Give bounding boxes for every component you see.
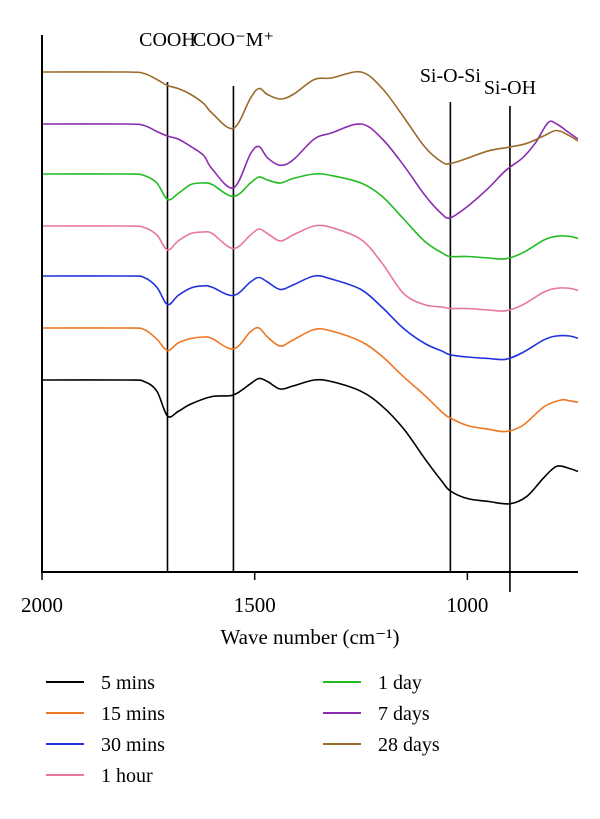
legend-label-30-mins: 30 mins xyxy=(101,734,165,756)
series-line-15-mins xyxy=(41,326,579,433)
x-ticks: 2000 1500 1000 xyxy=(21,572,488,617)
marker-label-4: Si-OH xyxy=(484,77,536,99)
legend-label-15-mins: 15 mins xyxy=(101,703,165,725)
axes xyxy=(41,35,578,573)
marker-label-1: COOH xyxy=(139,29,196,51)
x-tick-label-1500: 1500 xyxy=(234,593,276,617)
marker-label-3: Si-O-Si xyxy=(420,65,482,87)
legend-label-1-hour: 1 hour xyxy=(101,765,153,787)
x-tick-label-1000: 1000 xyxy=(446,593,488,617)
marker-lines xyxy=(166,82,511,592)
series-lines xyxy=(41,70,579,505)
marker-label-2: COO⁻M⁺ xyxy=(193,29,274,51)
series-line-30-mins xyxy=(41,274,579,361)
x-tick-label-2000: 2000 xyxy=(21,593,63,617)
legend-label-5-mins: 5 mins xyxy=(101,672,155,694)
legend-label-28-days: 28 days xyxy=(378,734,440,756)
series-line-1-day xyxy=(41,173,579,260)
legend-label-7-days: 7 days xyxy=(378,703,430,725)
legend: 5 mins 15 mins 30 mins 1 hour 1 day 7 days 28 … xyxy=(46,672,440,787)
x-axis-title: Wave number (cm⁻¹) xyxy=(221,625,400,649)
series-line-28-days xyxy=(41,70,579,165)
series-line-1-hour xyxy=(41,224,579,312)
legend-label-1-day: 1 day xyxy=(378,672,422,694)
series-line-5-mins xyxy=(41,377,579,505)
series-line-7-days xyxy=(41,120,579,220)
